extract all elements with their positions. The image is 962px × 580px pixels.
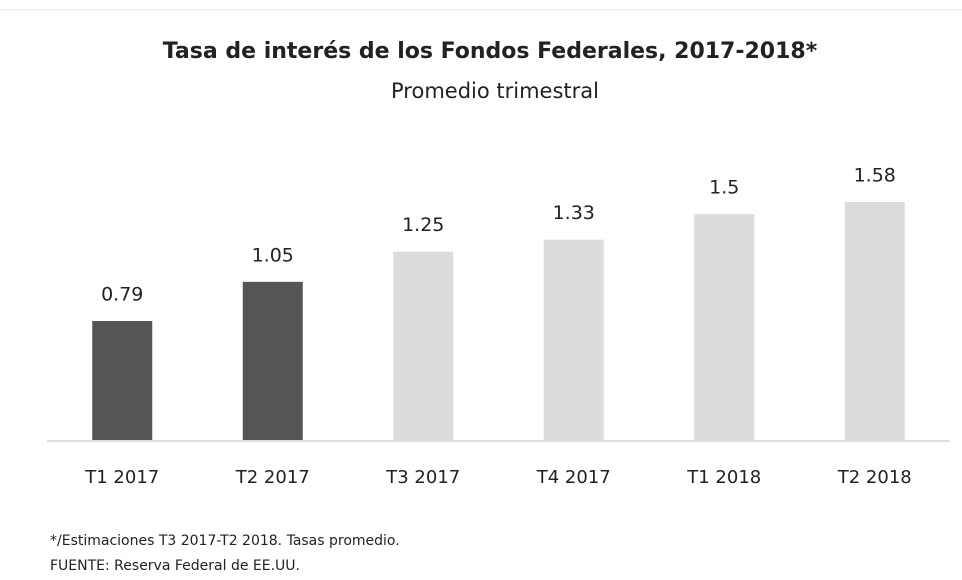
bar xyxy=(694,214,755,440)
x-tick-label: T2 2018 xyxy=(837,467,912,488)
bar xyxy=(92,321,153,440)
value-label: 1.25 xyxy=(402,214,444,236)
x-tick-label: T2 2017 xyxy=(235,467,310,488)
source: FUENTE: Reserva Federal de EE.UU. xyxy=(50,558,300,574)
x-tick-label: T1 2018 xyxy=(686,467,761,488)
value-label: 1.05 xyxy=(252,244,294,266)
footnote: */Estimaciones T3 2017-T2 2018. Tasas pr… xyxy=(50,533,400,549)
bar xyxy=(844,202,905,440)
bar xyxy=(543,239,604,440)
x-tick-label: T3 2017 xyxy=(385,467,460,488)
x-tick-label: T1 2017 xyxy=(84,467,159,488)
value-label: 0.79 xyxy=(101,284,143,306)
bar xyxy=(242,281,303,440)
x-tick-label: T4 2017 xyxy=(536,467,611,488)
bar xyxy=(393,251,454,440)
chart-subtitle: Promedio trimestral xyxy=(391,79,599,103)
value-label: 1.58 xyxy=(854,165,896,187)
chart-title: Tasa de interés de los Fondos Federales,… xyxy=(163,39,818,64)
value-label: 1.33 xyxy=(553,202,595,224)
value-label: 1.5 xyxy=(709,177,739,199)
